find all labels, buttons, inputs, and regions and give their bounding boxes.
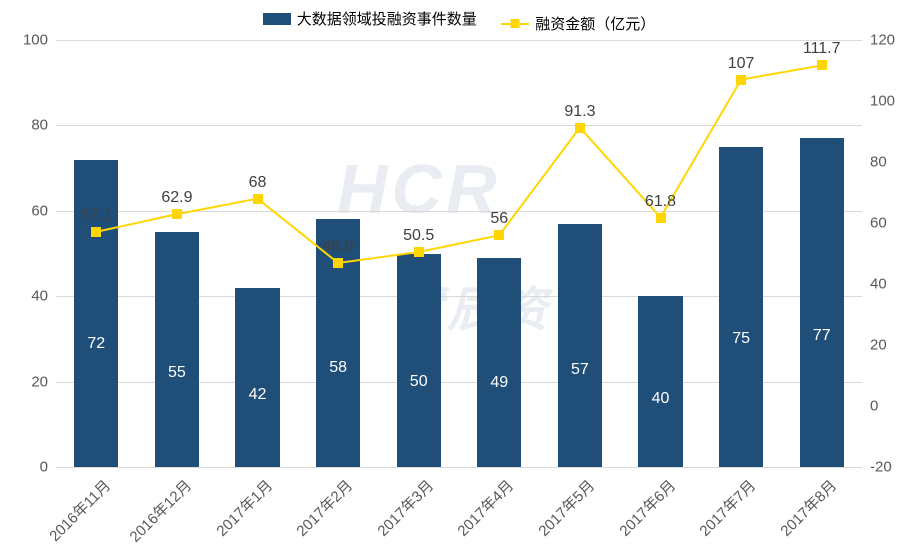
bar-value-label: 42 xyxy=(235,386,279,404)
legend-swatch-bar xyxy=(263,13,291,25)
bar: 40 xyxy=(638,296,682,467)
bar-value-label: 50 xyxy=(397,373,441,391)
y-left-tick: 100 xyxy=(23,32,56,49)
line-value-label: 91.3 xyxy=(564,102,595,120)
bar: 77 xyxy=(800,138,844,467)
gridline xyxy=(56,467,862,468)
legend-label-bars: 大数据领域投融资事件数量 xyxy=(297,8,477,29)
bar-value-label: 75 xyxy=(719,330,763,348)
x-category-label: 2017年2月 xyxy=(291,475,357,541)
y-right-tick: 60 xyxy=(862,215,887,232)
y-right-tick: 20 xyxy=(862,337,887,354)
x-category-label: 2017年3月 xyxy=(372,475,438,541)
line-value-label: 50.5 xyxy=(403,227,434,245)
line-marker xyxy=(333,258,343,268)
y-right-tick: 0 xyxy=(862,398,878,415)
y-right-tick: 100 xyxy=(862,93,895,110)
legend-item-line: 融资金额（亿元） xyxy=(501,13,655,34)
y-left-tick: 20 xyxy=(31,373,56,390)
bar-value-label: 72 xyxy=(74,335,118,353)
x-category-label: 2017年7月 xyxy=(694,475,760,541)
bar: 75 xyxy=(719,147,763,467)
line-marker xyxy=(575,123,585,133)
line-value-label: 57.1 xyxy=(81,207,112,225)
y-left-tick: 80 xyxy=(31,117,56,134)
bar: 55 xyxy=(155,232,199,467)
watermark-text: HCR xyxy=(337,149,501,229)
bar: 42 xyxy=(235,288,279,467)
line-marker xyxy=(253,194,263,204)
y-left-tick: 60 xyxy=(31,202,56,219)
gridline xyxy=(56,40,862,41)
line-value-label: 61.8 xyxy=(645,192,676,210)
line-marker xyxy=(91,227,101,237)
legend-item-bars: 大数据领域投融资事件数量 xyxy=(263,8,477,29)
line-marker xyxy=(817,60,827,70)
y-left-tick: 40 xyxy=(31,288,56,305)
legend-label-line: 融资金额（亿元） xyxy=(535,13,655,34)
x-category-label: 2016年12月 xyxy=(124,475,195,546)
combo-chart: 大数据领域投融资事件数量 融资金额（亿元） HCR慧辰资讯02040608010… xyxy=(0,0,918,552)
bar-value-label: 58 xyxy=(316,359,360,377)
x-category-label: 2017年1月 xyxy=(211,475,277,541)
bar-value-label: 49 xyxy=(477,374,521,392)
line-marker xyxy=(656,213,666,223)
plot-area: HCR慧辰资讯020406080100-20020406080100120725… xyxy=(56,40,862,467)
y-right-tick: 120 xyxy=(862,32,895,49)
line-marker xyxy=(414,247,424,257)
x-category-label: 2017年6月 xyxy=(614,475,680,541)
y-right-tick: -20 xyxy=(862,459,892,476)
x-category-label: 2016年11月 xyxy=(44,475,115,546)
x-category-label: 2017年8月 xyxy=(775,475,841,541)
gridline xyxy=(56,125,862,126)
line-value-label: 56 xyxy=(490,210,508,228)
bar-value-label: 77 xyxy=(800,327,844,345)
bar-value-label: 40 xyxy=(638,390,682,408)
bar: 57 xyxy=(558,224,602,467)
line-value-label: 111.7 xyxy=(803,40,841,58)
line-value-label: 46.9 xyxy=(323,238,354,256)
bar: 50 xyxy=(397,254,441,468)
bar: 49 xyxy=(477,258,521,467)
legend-swatch-line xyxy=(501,23,529,25)
y-left-tick: 0 xyxy=(40,459,56,476)
line-value-label: 107 xyxy=(728,54,755,72)
bar: 58 xyxy=(316,219,360,467)
bar-value-label: 57 xyxy=(558,361,602,379)
legend: 大数据领域投融资事件数量 融资金额（亿元） xyxy=(0,8,918,34)
x-category-label: 2017年4月 xyxy=(453,475,519,541)
y-right-tick: 80 xyxy=(862,154,887,171)
line-marker xyxy=(172,209,182,219)
y-right-tick: 40 xyxy=(862,276,887,293)
bar-value-label: 55 xyxy=(155,364,199,382)
line-value-label: 68 xyxy=(249,173,267,191)
line-marker xyxy=(494,230,504,240)
line-value-label: 62.9 xyxy=(161,189,192,207)
x-category-label: 2017年5月 xyxy=(533,475,599,541)
line-marker xyxy=(736,75,746,85)
